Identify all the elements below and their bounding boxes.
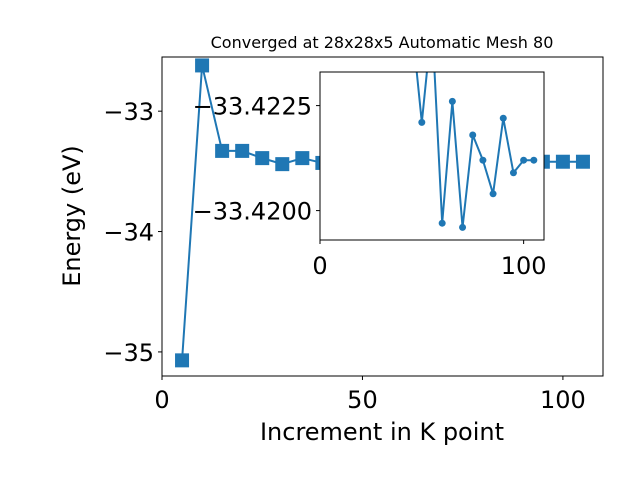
inset-data-point [469, 131, 477, 139]
main-data-point [215, 143, 230, 158]
main-data-point [175, 353, 190, 368]
inset-x-tick-label: 0 [312, 252, 327, 280]
inset-data-point [448, 97, 456, 105]
main-data-point [255, 151, 270, 166]
main-data-point [575, 154, 590, 169]
inset-background [320, 72, 544, 240]
main-data-point [295, 151, 310, 166]
inset-data-point [520, 156, 528, 164]
inset-data-point [489, 190, 497, 198]
inset-data-point [438, 219, 446, 227]
main-x-tick-label: 50 [347, 386, 378, 414]
main-data-point [235, 143, 250, 158]
inset-data-point [509, 169, 517, 177]
inset-data-point [418, 118, 426, 126]
y-axis-label: Energy (eV) [58, 145, 86, 287]
inset-data-point [530, 156, 538, 164]
main-y-tick-label: −34 [103, 219, 154, 247]
main-x-tick-label: 0 [154, 386, 169, 414]
inset-data-point [459, 223, 467, 231]
main-data-point [275, 157, 290, 172]
main-data-point [195, 58, 210, 73]
main-data-point [555, 154, 570, 169]
inset-data-point [499, 114, 507, 122]
inset-x-tick-label: 100 [501, 252, 547, 280]
main-x-tick-label: 100 [540, 386, 586, 414]
main-axes-frame [161, 56, 604, 377]
x-axis-label: Increment in K point [260, 418, 504, 446]
inset-axes-frame [319, 71, 545, 241]
inset-data-point [479, 156, 487, 164]
inset-axes: 0 100 −33.4225 −33.4200 [193, 71, 547, 280]
inset-plot-area: 0 100 −33.4225 −33.4200 [193, 72, 547, 280]
main-y-tick-label: −33 [103, 98, 154, 126]
main-y-tick-label: −35 [103, 339, 154, 367]
inset-y-tick-label: −33.4200 [193, 198, 312, 226]
main-title: Converged at 28x28x5 Automatic Mesh 80 [211, 33, 554, 52]
inset-y-tick-label: −33.4225 [193, 93, 312, 121]
